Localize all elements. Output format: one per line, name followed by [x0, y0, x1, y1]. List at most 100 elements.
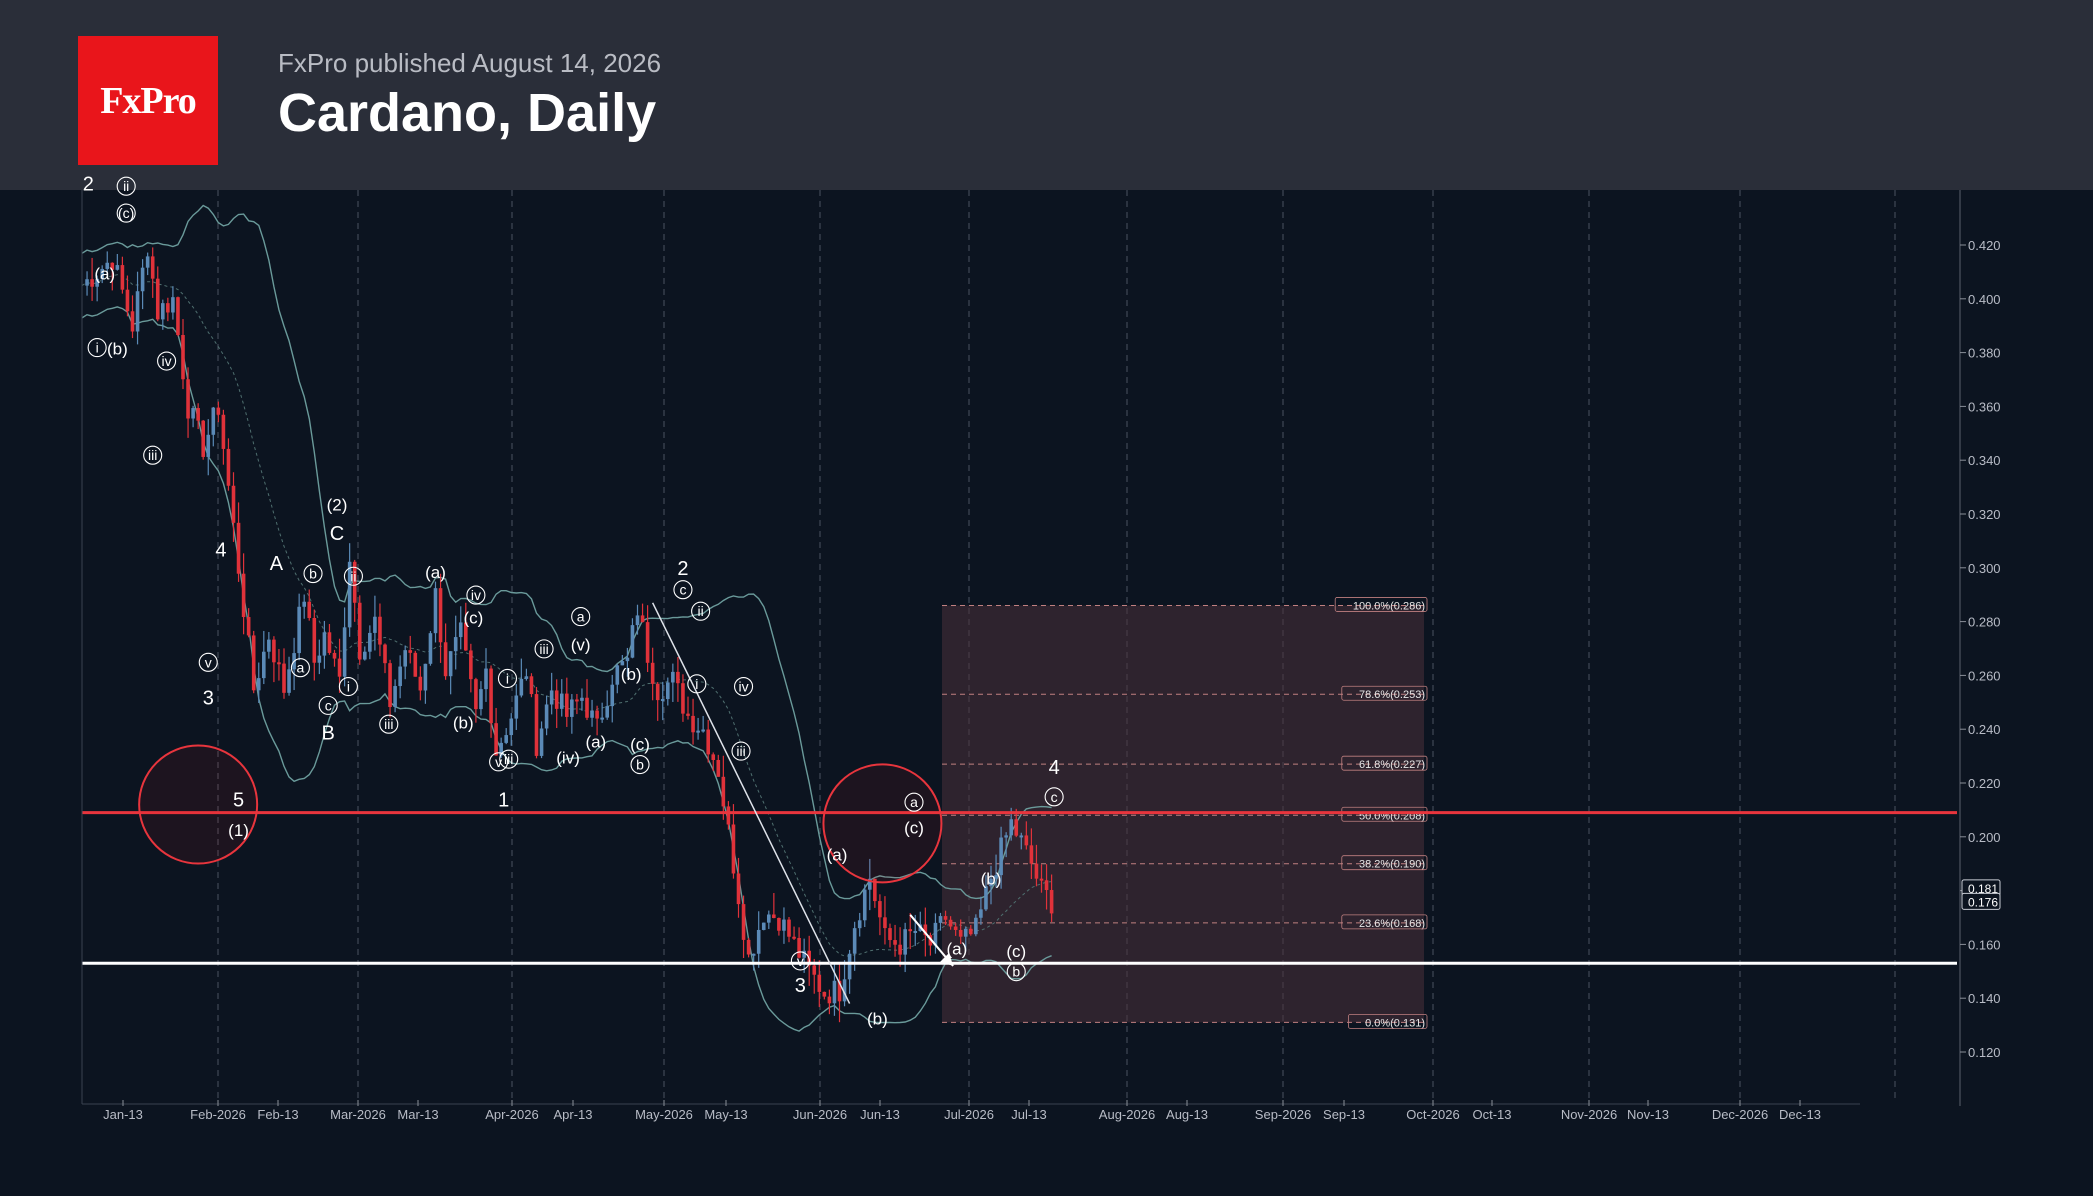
candle-body [731, 824, 736, 874]
candle-body [499, 742, 503, 756]
candle-body [312, 617, 317, 663]
wave-label: c [325, 697, 332, 713]
candle-body [469, 650, 473, 680]
candle-body [161, 303, 165, 320]
candle-body [549, 690, 554, 705]
candle-body [221, 414, 226, 449]
wave-label: (a) [947, 939, 968, 958]
candle-body [984, 886, 988, 910]
candle-body [726, 806, 731, 825]
candle-body [332, 652, 337, 659]
candle-body [408, 650, 413, 653]
candle-body [236, 522, 241, 574]
candle-body [999, 837, 1003, 876]
candle-body [898, 944, 902, 955]
x-tick-label: Sep-2026 [1255, 1107, 1311, 1122]
candle-body [913, 930, 918, 933]
wave-label: b [636, 757, 644, 773]
wave-label-circle [687, 674, 707, 694]
wave-label-circle [731, 741, 751, 761]
candle-body [378, 616, 382, 645]
candle-body [979, 909, 983, 918]
candle-body [666, 682, 670, 700]
candle-body [544, 704, 549, 729]
candle-body [650, 662, 655, 684]
candle-body [792, 936, 796, 939]
candle-body [645, 622, 650, 663]
wave-label: (b) [107, 340, 128, 359]
fib-label-box [1341, 755, 1428, 771]
bollinger-bands [81, 204, 1052, 1032]
candle-body [529, 676, 534, 695]
candle-body [842, 979, 847, 1002]
candle-body [827, 996, 832, 1004]
wave-label: (c) [1006, 942, 1026, 961]
wave-label: ii [698, 603, 704, 619]
candle-body [777, 918, 781, 931]
y-tick-label: 0.260 [1968, 668, 2001, 683]
candle-body [85, 279, 89, 286]
candle-body [585, 697, 589, 718]
fib-level-label: 78.6%(0.253) [1359, 689, 1425, 701]
candle-body [474, 679, 478, 710]
candle-body [1039, 878, 1044, 881]
last-price-tag: 0.176 [1968, 895, 1998, 909]
candle-body [256, 678, 261, 691]
candle-body [994, 875, 998, 879]
candle-body [1009, 819, 1013, 836]
candle-body [817, 974, 822, 992]
candle-body [620, 661, 625, 666]
candle-body [519, 678, 524, 696]
candle-body [969, 928, 973, 935]
candle-body [201, 420, 205, 457]
candle-body [787, 919, 791, 937]
candle-body [267, 639, 271, 652]
candle-body [95, 278, 99, 287]
wave-label: (a) [585, 732, 606, 751]
candle-body [368, 632, 372, 652]
candle-body [140, 267, 145, 292]
candle-body [226, 448, 231, 486]
candle-body [640, 615, 645, 623]
wave-label: iv [471, 587, 481, 603]
candle-body [751, 953, 756, 956]
candle-body [206, 434, 211, 457]
candle-body [903, 929, 907, 955]
candle-body [635, 615, 640, 626]
y-tick-label: 0.220 [1968, 776, 2001, 791]
candle-body [923, 924, 928, 936]
wave-label: iv [162, 353, 172, 369]
candle-body [802, 950, 806, 958]
candle-body [963, 928, 968, 937]
candle-body [509, 718, 514, 736]
wave-label-circle [489, 752, 509, 772]
candle-body [761, 922, 766, 930]
candle-body [453, 637, 458, 652]
wave-label: (iv) [556, 748, 580, 767]
candle-body [1004, 835, 1008, 838]
candle-body [448, 651, 453, 677]
candle-body [852, 928, 857, 954]
candle-body [115, 265, 120, 270]
wave-label-circle [87, 338, 107, 358]
candle-body [277, 662, 281, 665]
candle-body [438, 588, 443, 643]
candle-body [888, 928, 892, 941]
candle-body [746, 939, 751, 955]
y-tick-label: 0.340 [1968, 453, 2001, 468]
published-date: FxPro published August 14, 2026 [278, 48, 662, 78]
candle-body [373, 616, 377, 633]
y-tick-label: 0.400 [1968, 292, 2001, 307]
candle-body [1049, 890, 1054, 914]
wave-label-circle [143, 445, 163, 465]
candle-body [504, 735, 508, 743]
candle-body [464, 622, 468, 651]
candle-body [721, 776, 726, 807]
wave-label-circle [904, 792, 924, 812]
candle-body [580, 697, 584, 701]
candle-body [706, 729, 710, 755]
candle-body [565, 693, 569, 717]
candle-body [423, 663, 428, 691]
wave-label: (b) [867, 1009, 888, 1028]
